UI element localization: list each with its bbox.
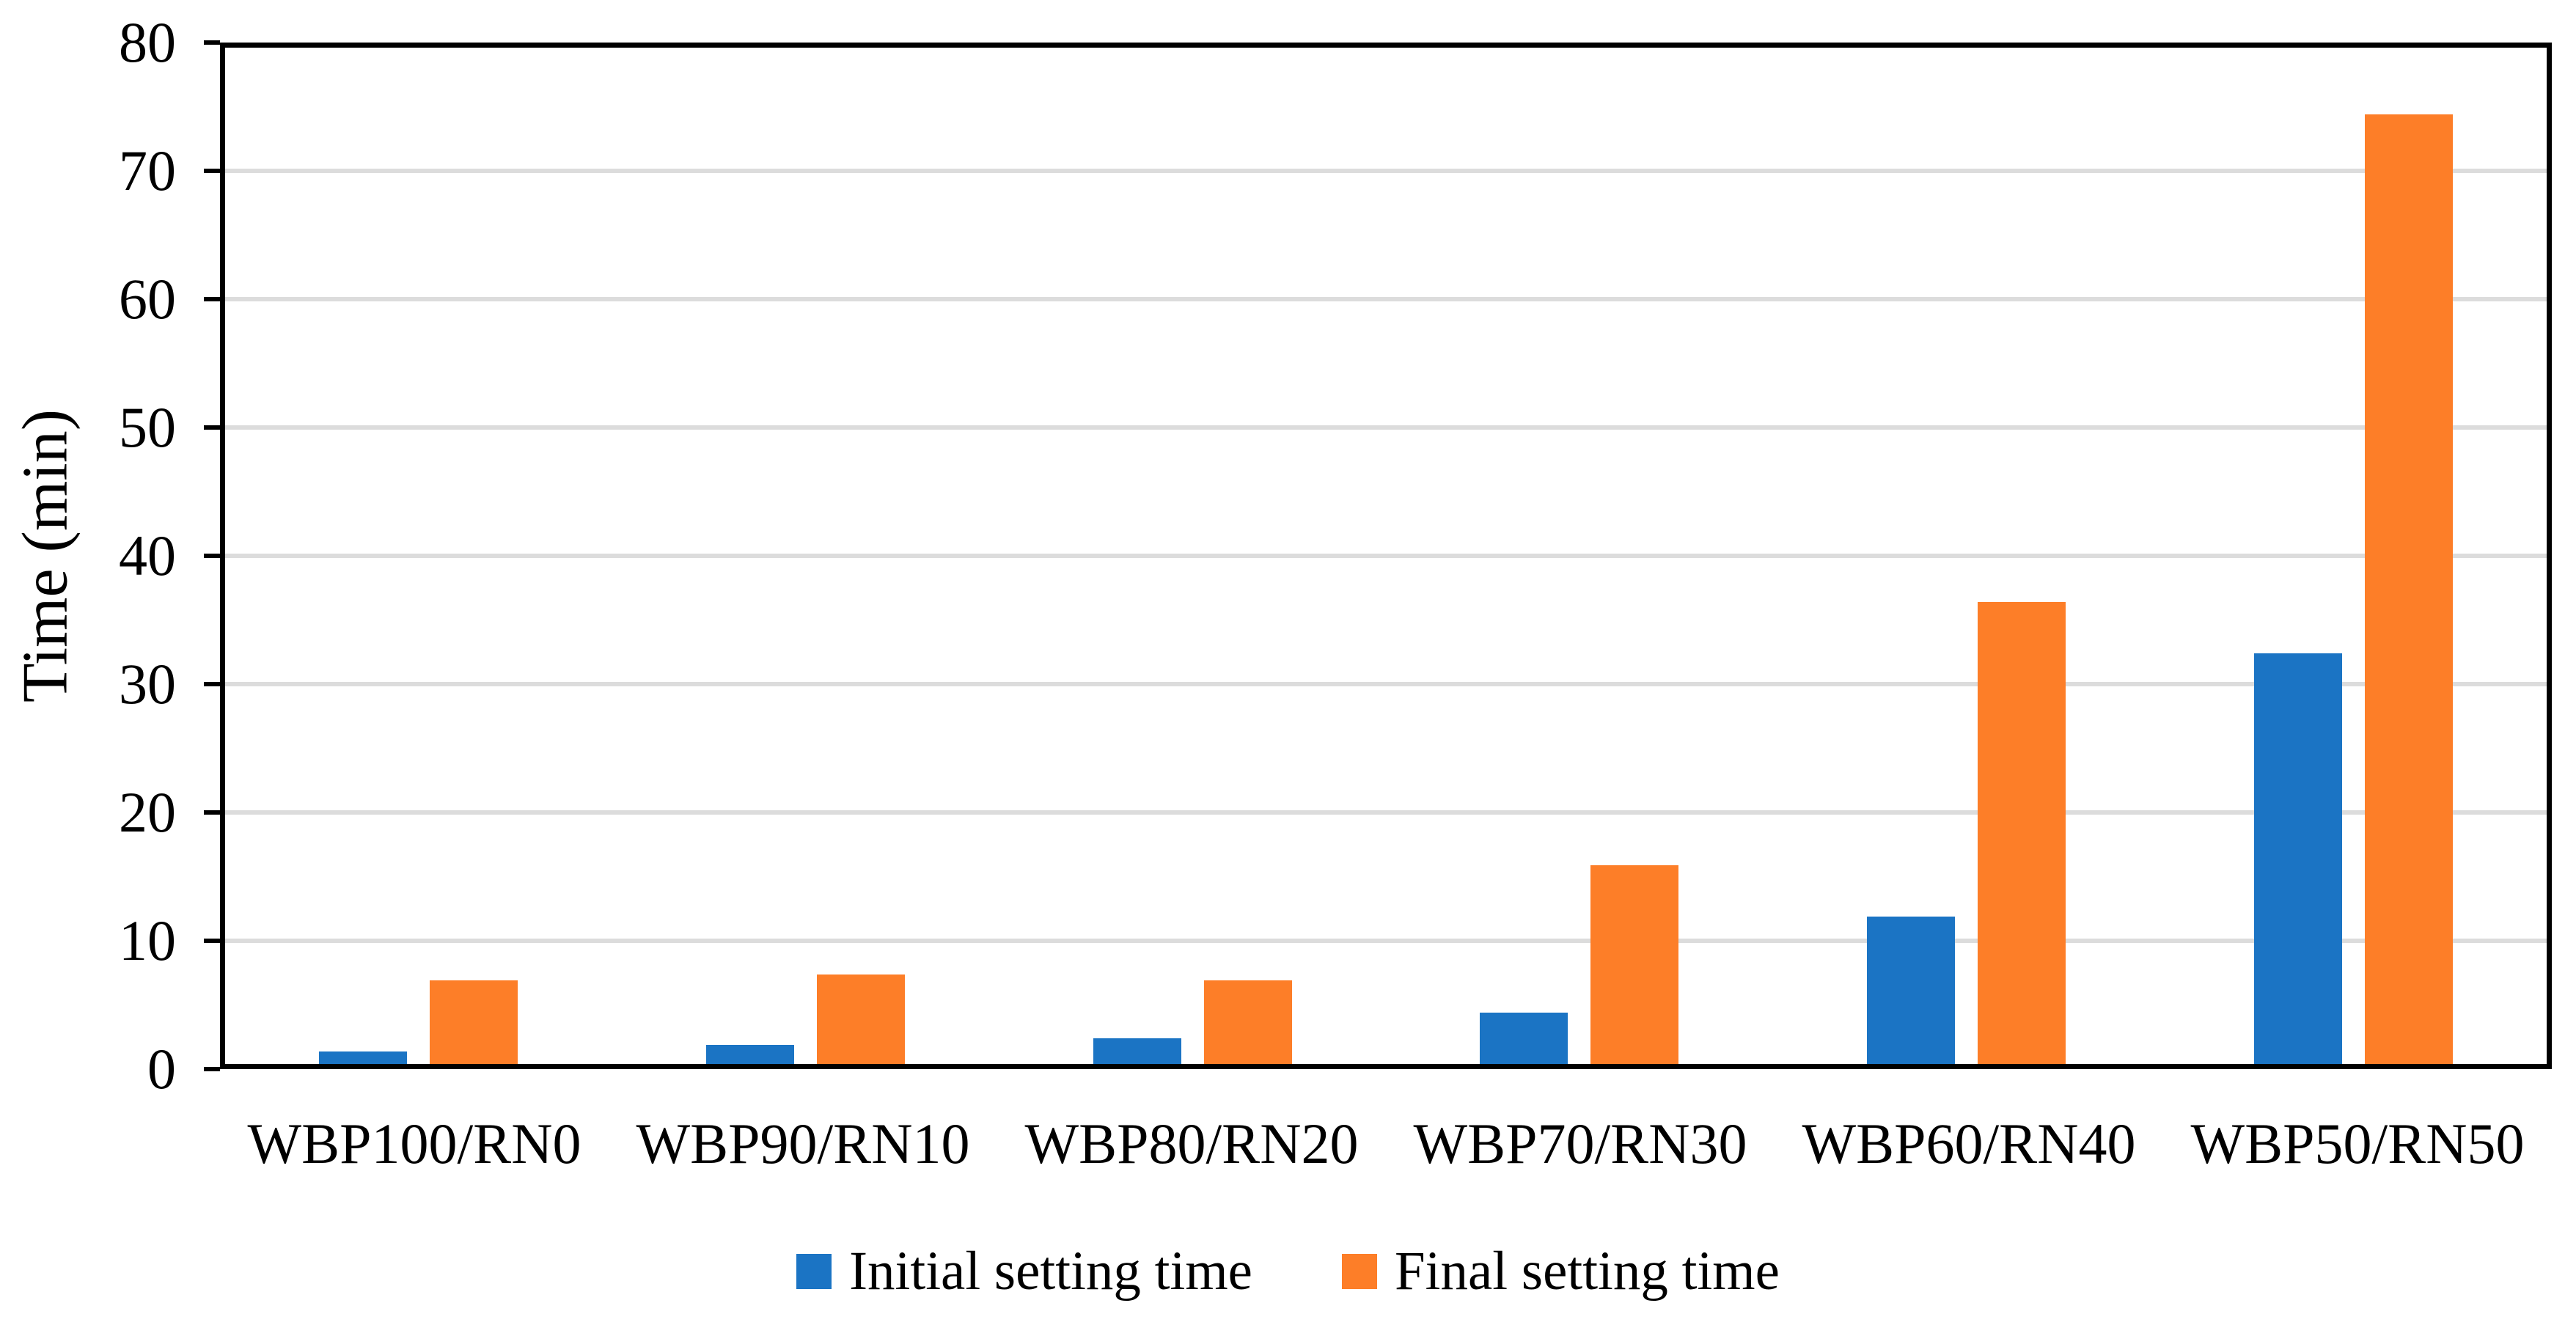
bar-final-setting-time (817, 974, 905, 1064)
y-tick-mark (204, 554, 220, 558)
bar-initial-setting-time (1480, 1013, 1568, 1064)
y-tick-mark (204, 810, 220, 815)
y-tick-mark (204, 297, 220, 301)
bar-group (225, 48, 612, 1064)
bar-final-setting-time (1590, 865, 1679, 1064)
x-category-label: WBP80/RN20 (1024, 1112, 1359, 1175)
x-category-label: WBP100/RN0 (247, 1112, 581, 1175)
y-tick-mark (204, 40, 220, 45)
legend-label: Initial setting time (849, 1241, 1252, 1302)
x-category-label: WBP60/RN40 (1802, 1112, 2136, 1175)
legend-item: Initial setting time (796, 1238, 1252, 1305)
legend: Initial setting time Final setting time (0, 1238, 2576, 1305)
bar-layer (225, 48, 2547, 1064)
y-tick-label: 70 (119, 139, 176, 202)
bar-final-setting-time (2364, 114, 2453, 1064)
y-tick-label: 20 (119, 780, 176, 844)
bar-group (1386, 48, 1773, 1064)
x-axis-labels: WBP100/RN0 WBP90/RN10 WBP80/RN20 WBP70/RN30… (220, 1104, 2552, 1184)
gridline (225, 297, 2547, 301)
legend-label: Final setting time (1394, 1241, 1780, 1302)
y-tick-mark (204, 939, 220, 943)
gridline (225, 169, 2547, 173)
bar-group (1773, 48, 2160, 1064)
y-tick-mark (204, 169, 220, 173)
bar-final-setting-time (1203, 980, 1292, 1064)
bar-group (612, 48, 999, 1064)
legend-swatch-initial-setting-time (796, 1254, 832, 1289)
plot-area (220, 43, 2552, 1069)
bar-initial-setting-time (1093, 1038, 1181, 1064)
x-category-label: WBP50/RN50 (2190, 1112, 2525, 1175)
gridline (225, 810, 2547, 815)
bar-final-setting-time (430, 980, 518, 1064)
gridline (225, 554, 2547, 558)
legend-swatch-final-setting-time (1341, 1254, 1377, 1289)
y-tick-label: 50 (119, 395, 176, 459)
legend-item: Final setting time (1341, 1238, 1780, 1305)
gridline (225, 939, 2547, 943)
y-tick-label: 60 (119, 267, 176, 331)
y-tick-mark (204, 682, 220, 686)
y-tick-label: 0 (147, 1037, 176, 1101)
gridline (225, 425, 2547, 430)
x-category-label: WBP70/RN30 (1413, 1112, 1747, 1175)
bar-group (2159, 48, 2547, 1064)
bar-initial-setting-time (319, 1051, 408, 1064)
bar-final-setting-time (1978, 602, 2066, 1064)
bar-initial-setting-time (2253, 653, 2342, 1064)
y-tick-label: 80 (119, 10, 176, 74)
bar-group (999, 48, 1386, 1064)
y-tick-label: 40 (119, 524, 176, 587)
y-tick-mark (204, 425, 220, 430)
bar-initial-setting-time (1867, 916, 1956, 1064)
y-tick-mark (204, 1067, 220, 1071)
x-category-label: WBP90/RN10 (636, 1112, 970, 1175)
bar-initial-setting-time (706, 1044, 794, 1064)
y-tick-label: 30 (119, 652, 176, 716)
gridline (225, 682, 2547, 686)
y-tick-label: 10 (119, 909, 176, 972)
